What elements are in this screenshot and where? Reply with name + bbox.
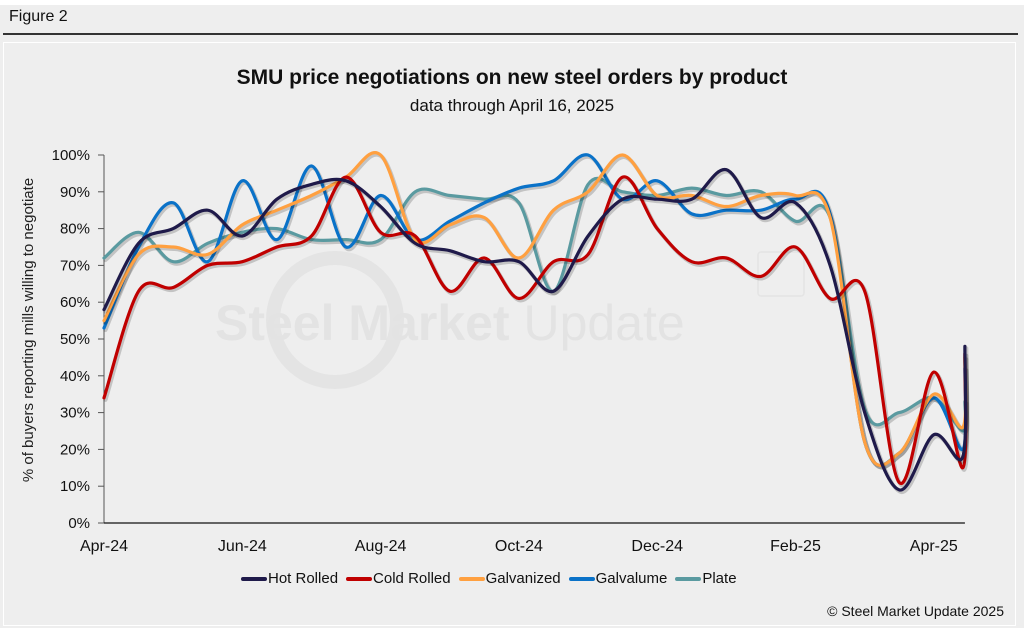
watermark: Steel Market Update xyxy=(215,251,805,389)
chart-subtitle: data through April 16, 2025 xyxy=(409,96,615,115)
legend-item-plate: Plate xyxy=(675,570,737,587)
legend-swatch xyxy=(568,576,595,581)
x-tick-label: Aug-24 xyxy=(355,538,407,555)
legend: Hot Rolled Cold Rolled Galvanized Galval… xyxy=(241,570,745,587)
x-tick-label: Apr-24 xyxy=(80,538,128,555)
x-tick-label: Dec-24 xyxy=(631,538,683,555)
chart-panel xyxy=(3,42,1016,626)
series-line-plate xyxy=(102,176,968,433)
legend-swatch xyxy=(346,576,373,581)
y-tick-label: 40% xyxy=(60,368,90,385)
y-tick-label: 90% xyxy=(60,184,90,201)
y-tick-label: 60% xyxy=(60,294,90,311)
x-tick-label: Oct-24 xyxy=(495,538,543,555)
y-tick-label: 10% xyxy=(60,478,90,495)
legend-item-galvanized: Galvanized xyxy=(458,570,561,587)
chart-title: SMU price negotiations on new steel orde… xyxy=(236,66,788,89)
series-line-hot-rolled xyxy=(102,168,968,492)
figure-rule xyxy=(3,33,1018,35)
y-tick-label: 80% xyxy=(60,221,90,238)
y-tick-label: 0% xyxy=(68,515,90,532)
legend-swatch xyxy=(241,576,267,581)
legend-label: Galvanized xyxy=(485,570,561,587)
legend-label: Cold Rolled xyxy=(373,570,451,587)
x-tick-label: Feb-25 xyxy=(770,538,821,555)
legend-label: Plate xyxy=(702,570,737,587)
series-line-cold-rolled xyxy=(102,175,968,485)
top-strip xyxy=(0,0,1024,5)
x-tick-label: Jun-24 xyxy=(218,538,267,555)
x-tick-label: Apr-25 xyxy=(910,538,958,555)
legend-label: Galvalume xyxy=(595,570,668,587)
legend-item-galvalume: Galvalume xyxy=(568,570,668,587)
watermark-bold: Steel Market xyxy=(215,295,523,351)
y-tick-label: 20% xyxy=(60,441,90,458)
watermark-swoosh-icon xyxy=(266,251,404,389)
legend-item-cold-rolled: Cold Rolled xyxy=(346,570,451,587)
y-tick-label: 30% xyxy=(60,405,90,422)
watermark-badge-icon xyxy=(757,251,805,297)
legend-item-hot-rolled: Hot Rolled xyxy=(241,570,338,587)
legend-swatch xyxy=(675,576,702,581)
y-tick-label: 50% xyxy=(60,331,90,348)
y-axis-label: % of buyers reporting mills willing to n… xyxy=(20,178,37,482)
x-axis: Apr-24 Jun-24 Aug-24 Oct-24 Dec-24 Feb-25 Apr-… xyxy=(80,522,965,555)
series-lines xyxy=(102,151,970,494)
figure-label: Figure 2 xyxy=(9,8,68,25)
y-tick-label: 100% xyxy=(52,147,90,164)
copyright-notice: © Steel Market Update 2025 xyxy=(827,603,1004,619)
watermark-text: Steel Market Update xyxy=(215,295,685,351)
y-tick-label: 70% xyxy=(60,257,90,274)
watermark-light: Update xyxy=(523,295,684,351)
legend-label: Hot Rolled xyxy=(268,570,339,587)
bottom-strip xyxy=(0,628,1024,633)
y-axis: 0% 10% 20% 30% 40% 50% 60% 70% 80% 90% 100% xyxy=(52,147,105,532)
legend-swatch xyxy=(458,576,485,581)
